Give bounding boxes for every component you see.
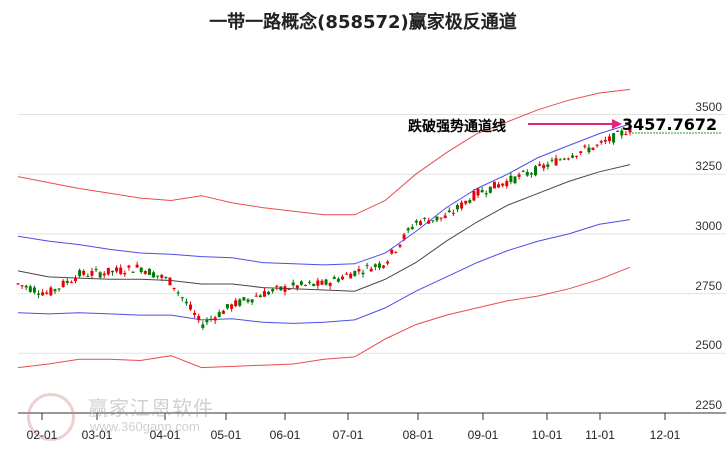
x-tick-label: 11-01: [585, 428, 615, 442]
x-tick-label: 08-01: [402, 428, 434, 442]
y-tick-label: 3250: [695, 159, 722, 174]
watermark-brand: 赢家江恩软件: [88, 396, 214, 420]
x-tick-label: 06-01: [269, 428, 301, 442]
chart-title: 一带一路概念(858572)赢家极反通道: [209, 12, 517, 33]
watermark-url: www.360gann.com: [90, 419, 200, 434]
x-tick-label: 03-01: [81, 428, 113, 442]
y-tick-label: 2500: [695, 338, 722, 353]
breakdown-annotation: 跌破强势通道线: [408, 119, 506, 135]
watermark-logo: [27, 393, 75, 441]
y-tick-label: 2750: [695, 278, 722, 293]
x-tick-label: 09-01: [467, 428, 499, 442]
y-tick-label: 2250: [695, 398, 722, 412]
x-tick-label: 10-01: [531, 428, 563, 442]
y-tick-label: 3500: [695, 99, 722, 114]
x-tick-label: 04-01: [149, 428, 181, 442]
x-tick-label: 05-01: [210, 428, 242, 442]
x-tick-label: 12-01: [649, 428, 681, 442]
x-tick-label: 02-01: [26, 428, 58, 442]
x-tick-label: 07-01: [332, 428, 364, 442]
price-label: 3457.7672: [622, 115, 718, 134]
y-tick-label: 3000: [695, 218, 722, 233]
